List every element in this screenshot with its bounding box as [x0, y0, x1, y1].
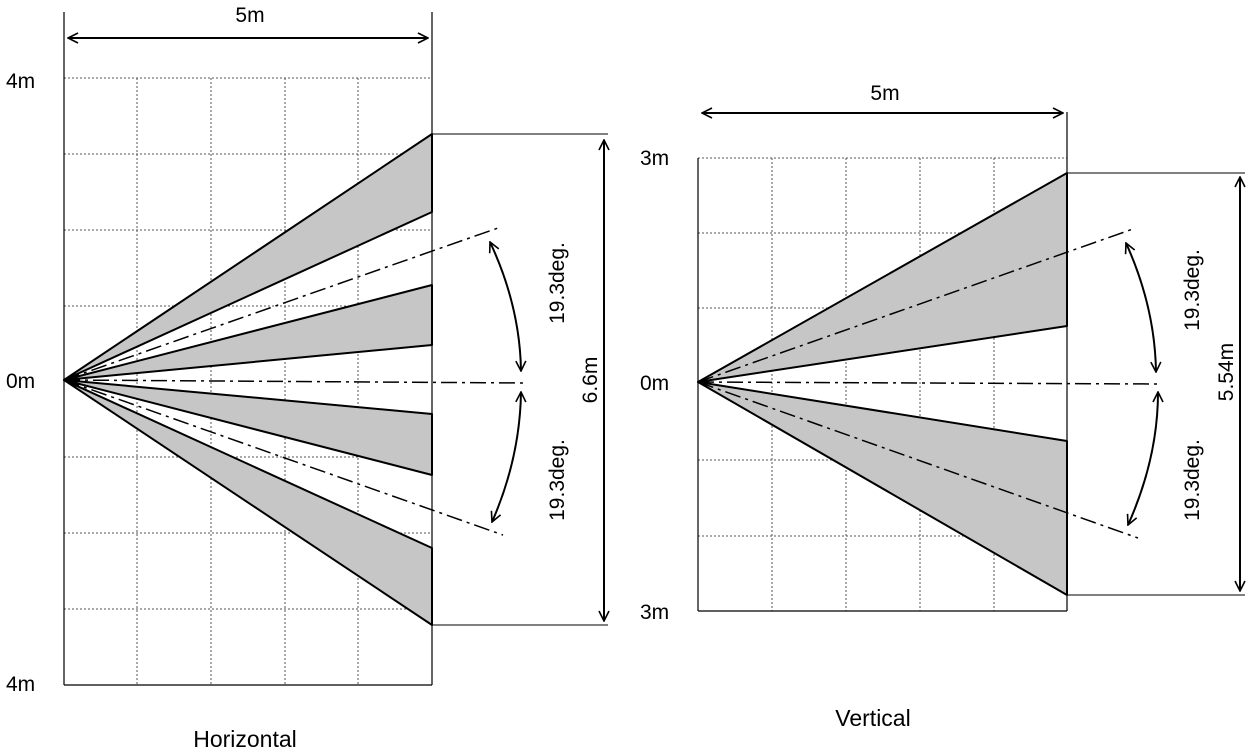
horizontal-caption: Horizontal	[193, 726, 297, 752]
horizontal-top-label: 4m	[6, 70, 35, 93]
horizontal-axis-lines	[63, 227, 527, 536]
horizontal-dimensions	[68, 38, 608, 626]
vertical-labels: 5m 3m 0m 3m 19.3deg. 19.3deg. 5.54m Vert…	[640, 82, 1238, 731]
vertical-dimensions	[702, 113, 1245, 596]
horizontal-center-label: 0m	[6, 370, 35, 393]
horizontal-upper-angle-arrow	[490, 242, 521, 371]
vertical-bottom-label: 3m	[640, 601, 669, 624]
horizontal-grid	[63, 12, 433, 686]
horizontal-beam-4	[63, 379, 433, 626]
horizontal-width-label: 5m	[235, 4, 264, 27]
horizontal-lower-angle-label: 19.3deg.	[546, 439, 569, 521]
vertical-beam-1	[697, 172, 1068, 383]
horizontal-beams	[63, 133, 433, 626]
vertical-caption: Vertical	[835, 705, 910, 731]
vertical-span-label: 5.54m	[1215, 343, 1238, 401]
vertical-beam-2	[697, 381, 1068, 596]
vertical-upper-angle-arrow	[1126, 243, 1156, 372]
vertical-diagram: 5m 3m 0m 3m 19.3deg. 19.3deg. 5.54m Vert…	[640, 82, 1245, 731]
horizontal-span-label: 6.6m	[579, 357, 602, 404]
horizontal-bottom-label: 4m	[6, 673, 35, 696]
vertical-center-label: 0m	[640, 372, 669, 395]
horizontal-beam-2	[63, 284, 433, 381]
horizontal-labels: 5m 4m 0m 4m 19.3deg. 19.3deg. 6.6m Horiz…	[6, 4, 602, 752]
horizontal-lower-angle-arrow	[492, 392, 521, 522]
vertical-lower-angle-label: 19.3deg.	[1181, 439, 1204, 521]
horizontal-beam-3	[63, 379, 433, 476]
horizontal-beam-1	[63, 133, 433, 381]
vertical-width-label: 5m	[870, 82, 899, 105]
horizontal-upper-angle-label: 19.3deg.	[546, 242, 569, 324]
vertical-axis-lines	[697, 228, 1161, 539]
vertical-beams	[697, 172, 1068, 596]
vertical-upper-angle-label: 19.3deg.	[1181, 249, 1204, 331]
vertical-lower-angle-arrow	[1128, 392, 1158, 525]
horizontal-diagram: 5m 4m 0m 4m 19.3deg. 19.3deg. 6.6m Horiz…	[6, 4, 608, 752]
vertical-top-label: 3m	[640, 147, 669, 170]
